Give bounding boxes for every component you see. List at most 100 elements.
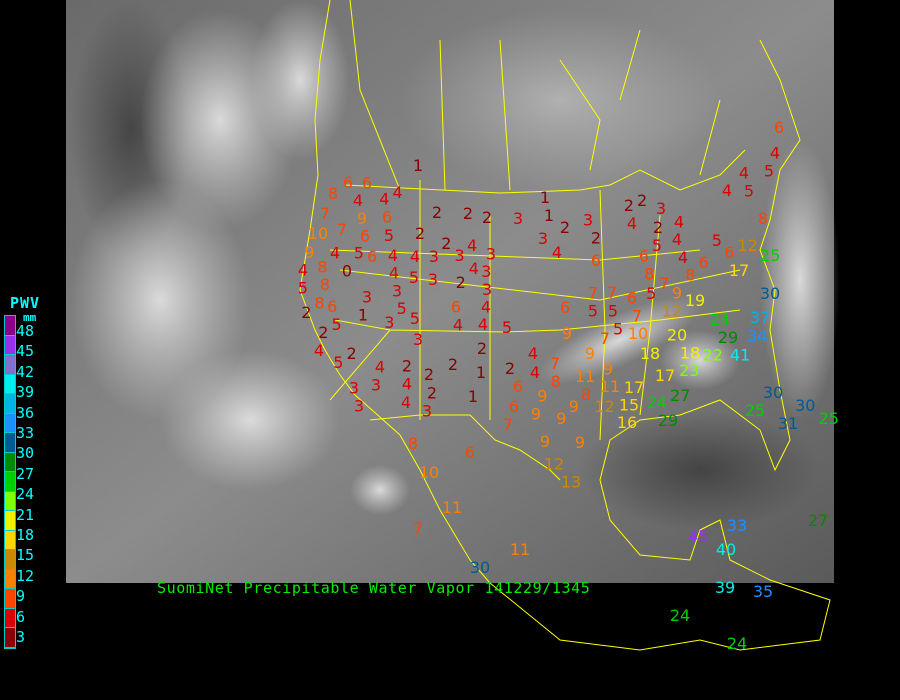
station-pwv-value: 5 [646, 284, 656, 303]
station-pwv-value: 30 [795, 396, 815, 415]
station-pwv-value: 4 [402, 375, 412, 394]
station-pwv-value: 7 [320, 204, 330, 223]
station-pwv-value: 20 [667, 325, 687, 344]
station-pwv-value: 8 [317, 258, 327, 277]
legend-swatch [5, 608, 15, 628]
station-pwv-value: 9 [531, 405, 541, 424]
station-pwv-value: 15 [619, 395, 639, 414]
station-pwv-value: 12 [662, 302, 682, 321]
station-pwv-value: 3 [349, 378, 359, 397]
station-pwv-value: 6 [724, 243, 734, 262]
station-pwv-value: 9 [603, 360, 613, 379]
station-pwv-value: 6 [465, 443, 475, 462]
legend-swatch [5, 589, 15, 609]
station-pwv-value: 34 [747, 326, 767, 345]
station-pwv-value: 8 [644, 265, 654, 284]
legend-label: 42 [16, 362, 35, 381]
station-pwv-value: 4 [388, 246, 398, 265]
station-pwv-value: 4 [770, 143, 780, 162]
station-pwv-value: 5 [410, 309, 420, 328]
station-pwv-value: 4 [627, 214, 637, 233]
legend-swatch [5, 569, 15, 589]
station-pwv-value: 4 [330, 243, 340, 262]
station-pwv-value: 30 [760, 284, 780, 303]
station-pwv-value: 24 [647, 393, 667, 412]
station-pwv-value: 2 [624, 196, 634, 215]
legend-title: PWV [10, 294, 41, 312]
station-pwv-value: 4 [389, 263, 399, 282]
station-pwv-value: 3 [455, 246, 465, 265]
station-pwv-value: 19 [685, 291, 705, 310]
station-pwv-value: 2 [424, 365, 434, 384]
station-pwv-value: 8 [408, 434, 418, 453]
station-pwv-value: 9 [304, 243, 314, 262]
station-pwv-value: 3 [656, 199, 666, 218]
station-pwv-value: 7 [550, 354, 560, 373]
station-pwv-value: 3 [513, 209, 523, 228]
legend-label: 15 [16, 546, 35, 565]
legend-swatch [5, 433, 15, 453]
station-pwv-value: 4 [481, 298, 491, 317]
station-pwv-value: 4 [528, 344, 538, 363]
station-pwv-value: 17 [655, 366, 675, 385]
station-pwv-value: 2 [482, 208, 492, 227]
station-pwv-value: 2 [505, 359, 515, 378]
station-pwv-value: 2 [402, 356, 412, 375]
station-pwv-value: 6 [367, 247, 377, 266]
station-pwv-value: 5 [298, 279, 308, 298]
station-pwv-value: 2 [432, 203, 442, 222]
legend-swatch [5, 491, 15, 511]
station-pwv-value: 30 [763, 383, 783, 402]
station-pwv-value: 1 [476, 363, 486, 382]
station-pwv-value: 2 [637, 191, 647, 210]
political-borders [299, 0, 831, 651]
station-pwv-value: 5 [332, 315, 342, 334]
legend-label: 12 [16, 566, 35, 585]
legend-label: 21 [16, 505, 35, 524]
station-pwv-value: 5 [409, 268, 419, 287]
station-pwv-value: 6 [343, 173, 353, 192]
station-pwv-value: 8 [320, 275, 330, 294]
station-pwv-value: 6 [360, 226, 370, 245]
station-pwv-value: 5 [764, 162, 774, 181]
station-pwv-value: 3 [392, 282, 402, 301]
station-pwv-value: 3 [486, 245, 496, 264]
station-pwv-value: 3 [583, 210, 593, 229]
station-pwv-value: 6 [451, 297, 461, 316]
station-pwv-value: 2 [427, 383, 437, 402]
station-pwv-value: 7 [588, 283, 598, 302]
station-pwv-value: 7 [337, 220, 347, 239]
station-pwv-value: 6 [639, 246, 649, 265]
legend-label: 30 [16, 444, 35, 463]
station-pwv-value: 3 [354, 397, 364, 416]
legend-swatch [5, 394, 15, 414]
station-pwv-value: 2 [318, 323, 328, 342]
station-pwv-value: 4 [469, 259, 479, 278]
station-pwv-value: 5 [397, 299, 407, 318]
station-pwv-value: 4 [530, 363, 540, 382]
station-pwv-value: 5 [608, 301, 618, 320]
station-pwv-value: 5 [354, 244, 364, 263]
station-pwv-value: 33 [727, 516, 747, 535]
cloud-layer [70, 0, 840, 530]
legend-swatch [5, 628, 15, 648]
legend-swatch [5, 550, 15, 570]
station-pwv-value: 3 [384, 313, 394, 332]
station-pwv-value: 3 [422, 402, 432, 421]
station-pwv-value: 2 [347, 344, 357, 363]
station-pwv-value: 7 [600, 329, 610, 348]
station-pwv-value: 1 [413, 156, 423, 175]
station-pwv-value: 1 [468, 387, 478, 406]
station-pwv-value: 6 [513, 377, 523, 396]
station-pwv-value: 2 [301, 303, 311, 322]
station-pwv-value: 12 [737, 236, 757, 255]
station-pwv-value: 8 [581, 385, 591, 404]
station-pwv-value: 30 [470, 558, 490, 577]
station-pwv-value: 16 [617, 413, 637, 432]
station-pwv-value: 5 [384, 226, 394, 245]
station-pwv-value: 4 [739, 163, 749, 182]
station-pwv-value: 24 [670, 606, 690, 625]
